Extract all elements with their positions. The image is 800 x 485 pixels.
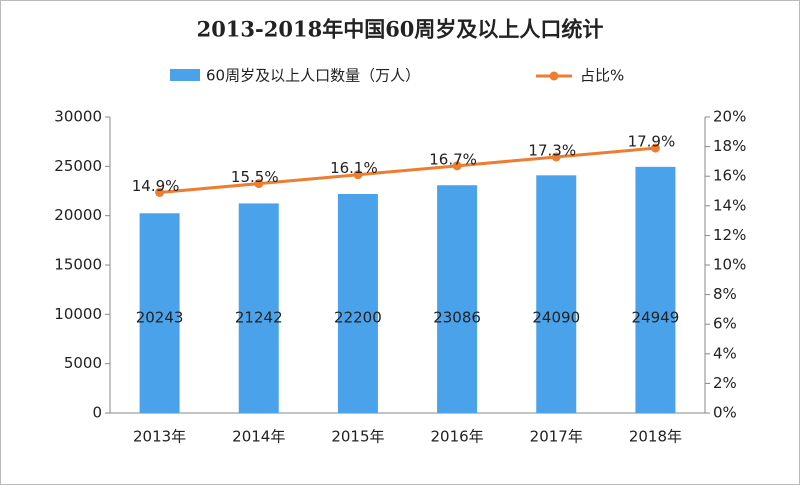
- line: [159, 146, 656, 194]
- bar: [437, 185, 478, 413]
- line-point: [254, 179, 264, 189]
- line-point: [551, 152, 561, 162]
- point-label: 14.9%: [132, 177, 180, 195]
- y-tick-label: 30000: [54, 108, 102, 126]
- x-tick-label: 2015年: [331, 428, 384, 446]
- bar-label: 24090: [532, 309, 580, 327]
- x-tick-label: 2014年: [232, 428, 285, 446]
- y2-tick-label: 0%: [713, 404, 737, 422]
- point-label: 17.3%: [528, 141, 576, 159]
- y-tick-label: 10000: [54, 305, 102, 323]
- line-point: [650, 143, 660, 153]
- bar-label: 22200: [334, 309, 382, 327]
- bar-label: 20243: [136, 309, 184, 327]
- line-point: [353, 170, 363, 180]
- y2-tick-label: 2%: [713, 374, 737, 392]
- x-tick-label: 2016年: [430, 428, 483, 446]
- y-tick-label: 25000: [54, 157, 102, 175]
- legend-swatch: [170, 69, 200, 81]
- line-point: [155, 187, 165, 197]
- legend-swatch: [549, 71, 559, 81]
- y2-tick-label: 6%: [713, 315, 737, 333]
- y-tick-label: 15000: [54, 256, 102, 274]
- point-label: 17.9%: [628, 133, 676, 151]
- y2-tick-label: 12%: [713, 226, 746, 244]
- y2-tick-label: 20%: [713, 108, 746, 126]
- bar-label: 23086: [433, 309, 481, 327]
- bar-label: 24949: [632, 309, 680, 327]
- chart-title: 2013-2018年中国60周岁及以上人口统计: [197, 17, 604, 42]
- bar: [238, 203, 279, 413]
- legend-label: 占比%: [580, 67, 624, 85]
- y2-tick-label: 4%: [713, 344, 737, 362]
- point-label: 16.1%: [330, 159, 378, 177]
- legend-label: 60周岁及以上人口数量（万人）: [206, 67, 420, 85]
- y2-tick-label: 8%: [713, 285, 737, 303]
- y-tick-label: 5000: [64, 354, 102, 372]
- bar-label: 21242: [235, 309, 283, 327]
- y2-tick-label: 16%: [713, 167, 746, 185]
- y-tick-label: 0: [92, 404, 102, 422]
- bar: [337, 193, 378, 413]
- x-tick-label: 2013年: [133, 428, 186, 446]
- y2-tick-label: 14%: [713, 196, 746, 214]
- y2-tick-label: 18%: [713, 137, 746, 155]
- bar: [536, 175, 577, 413]
- bar: [635, 166, 676, 413]
- x-tick-label: 2018年: [629, 428, 682, 446]
- y2-tick-label: 10%: [713, 256, 746, 274]
- line-point: [452, 161, 462, 171]
- bar: [139, 213, 180, 413]
- point-label: 16.7%: [429, 150, 477, 168]
- x-tick-label: 2017年: [530, 428, 583, 446]
- point-label: 15.5%: [231, 168, 279, 186]
- y-tick-label: 20000: [54, 206, 102, 224]
